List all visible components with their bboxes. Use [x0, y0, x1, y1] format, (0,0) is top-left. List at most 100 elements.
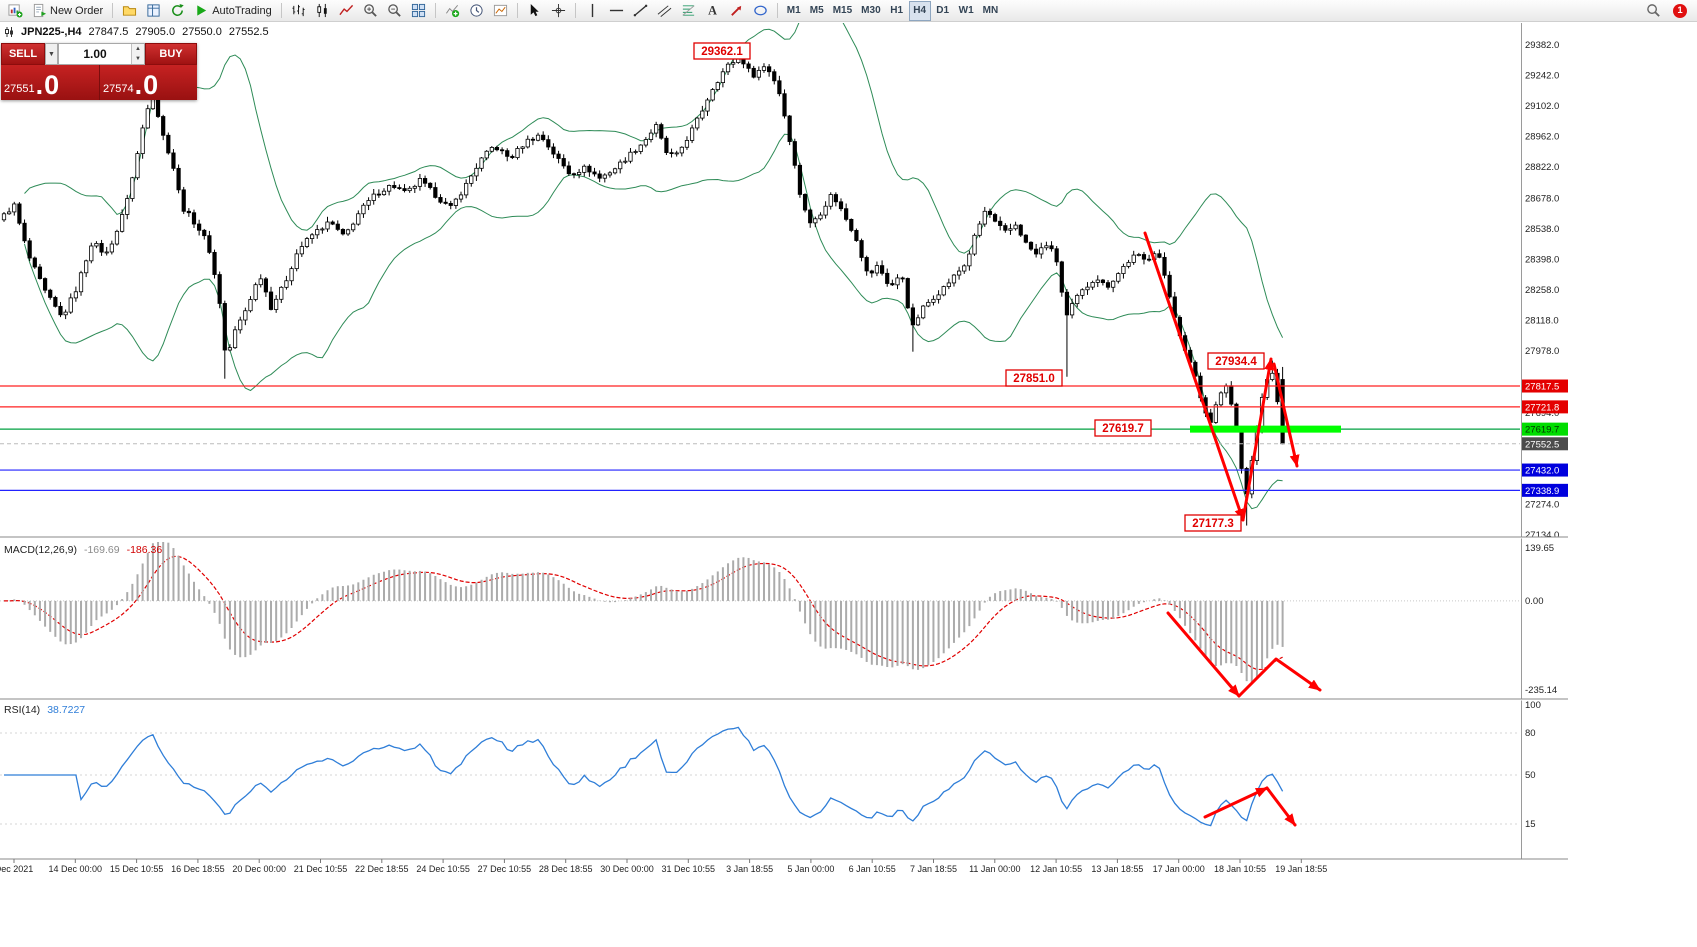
search-button[interactable] — [1642, 1, 1665, 21]
buy-price-display[interactable]: 27574 .0 — [99, 65, 197, 100]
timeframe-h4-button[interactable]: H4 — [908, 0, 931, 21]
crosshair-icon — [551, 3, 565, 18]
macd-scale-tick: 0.00 — [1525, 596, 1544, 607]
tile-windows-button[interactable] — [407, 1, 430, 21]
autotrading-label: AutoTrading — [212, 4, 272, 17]
sell-price-display[interactable]: 27551 .0 — [1, 65, 99, 100]
refresh-icon — [172, 3, 184, 16]
bollinger-upper-band — [24, 23, 1284, 338]
time-axis-label: 13 Jan 18:55 — [1091, 864, 1143, 874]
svg-text:27432.0: 27432.0 — [1525, 466, 1559, 477]
price-label-box[interactable] — [1207, 352, 1265, 370]
profiles-button[interactable] — [118, 1, 141, 21]
notification-badge[interactable]: 1 — [1673, 3, 1687, 18]
timeframe-m5-button[interactable]: M5 — [806, 1, 828, 21]
time-axis-label: 21 Dec 10:55 — [294, 864, 348, 874]
volume-increase-button[interactable]: ▲ — [132, 44, 144, 54]
shapes-button[interactable] — [749, 1, 772, 21]
svg-text:27619.7: 27619.7 — [1525, 425, 1559, 436]
trend-arrow-main[interactable] — [1272, 362, 1300, 468]
ohlc-close: 27552.5 — [228, 26, 269, 38]
level-price-tag — [1522, 400, 1568, 414]
zoom-out-button[interactable] — [383, 1, 406, 21]
timeframe-m15-button[interactable]: M15 — [829, 1, 856, 21]
zoom-in-button[interactable] — [359, 1, 382, 21]
price-scale-tick: 28538.0 — [1525, 224, 1559, 235]
cursor-button[interactable] — [523, 1, 546, 21]
new-order-button[interactable]: New Order — [28, 1, 107, 21]
bar-chart-button[interactable] — [287, 1, 310, 21]
pane-separators — [0, 536, 1568, 860]
volume-field[interactable]: 1.00 ▲ ▼ — [58, 43, 145, 65]
timeframe-h1-button[interactable]: H1 — [886, 1, 908, 21]
volume-decrease-button[interactable]: ▼ — [132, 54, 144, 64]
channel-button[interactable] — [653, 1, 676, 21]
sell-price-main: 27551 — [4, 83, 35, 95]
time-axis-label: 7 Jan 18:55 — [910, 864, 957, 874]
timeframe-m1-button[interactable]: M1 — [783, 1, 805, 21]
market-watch-button[interactable] — [142, 1, 165, 21]
toolbar-separator — [112, 3, 114, 18]
trend-arrow-rsi[interactable] — [1203, 786, 1269, 819]
annotation-price-labels[interactable]: 29362.1 27934.4 27851.0 27619.7 27177.3 — [693, 42, 1265, 532]
price-label-box[interactable] — [1184, 514, 1242, 532]
text-tool-button[interactable]: A — [701, 1, 724, 21]
price-scale-tick: 27978.0 — [1525, 346, 1559, 357]
bollinger-lower-band — [24, 133, 1283, 510]
time-axis-label: 22 Dec 18:55 — [355, 864, 409, 874]
timeframe-m30-button[interactable]: M30 — [857, 1, 884, 21]
timeframe-mn-button[interactable]: MN — [979, 1, 1003, 21]
sell-price-fraction: .0 — [35, 70, 61, 100]
autotrading-button[interactable]: AutoTrading — [190, 1, 276, 21]
chart-window: MACD(12,26,9) -169.69 -186.36 RSI(14) 38.722… — [0, 23, 1568, 876]
horizontal-line-button[interactable] — [605, 1, 628, 21]
macd-scale-tick: 139.65 — [1525, 543, 1554, 554]
trend-arrows[interactable] — [1143, 231, 1322, 827]
vertical-line-button[interactable] — [581, 1, 604, 21]
profiles-icon — [123, 6, 137, 16]
timeframe-d1-button[interactable]: D1 — [932, 1, 954, 21]
market-watch-icon — [147, 4, 160, 17]
price-scale-tick: 28398.0 — [1525, 254, 1559, 265]
refresh-button[interactable] — [166, 1, 189, 21]
trendline-button[interactable] — [629, 1, 652, 21]
crosshair-button[interactable] — [547, 1, 570, 21]
macd-histogram — [8, 542, 1284, 683]
trend-arrow-macd[interactable] — [1166, 611, 1241, 698]
price-label-box[interactable] — [1094, 419, 1152, 437]
new-chart-button[interactable] — [4, 1, 27, 21]
time-axis-label: 15 Dec 10:55 — [110, 864, 164, 874]
timeframe-w1-button[interactable]: W1 — [955, 1, 978, 21]
trend-arrow-macd[interactable] — [1237, 657, 1322, 698]
macd-signal-line — [4, 555, 1283, 671]
line-chart-icon — [339, 4, 353, 16]
trend-arrow-main[interactable] — [1143, 231, 1245, 522]
sell-button[interactable]: SELL — [1, 43, 45, 65]
fibonacci-button[interactable] — [677, 1, 700, 21]
price-label-box[interactable] — [693, 42, 751, 60]
chart-symbol-icon — [5, 27, 13, 37]
price-scale-tick: 28678.0 — [1525, 193, 1559, 204]
trend-arrow-rsi[interactable] — [1265, 786, 1297, 827]
buy-button[interactable]: BUY — [145, 43, 197, 65]
templates-button[interactable] — [489, 1, 512, 21]
fibonacci-icon — [682, 5, 695, 16]
text-icon: A — [708, 4, 717, 18]
time-axis-label: Dec 2021 — [0, 864, 33, 874]
trade-options-dropdown[interactable]: ▼ — [45, 43, 58, 65]
candlesticks — [1, 49, 1285, 526]
price-scale-tick: 27134.0 — [1525, 530, 1559, 541]
price-label-box[interactable] — [1005, 369, 1063, 387]
support-highlight-segment[interactable] — [1190, 425, 1341, 433]
periods-button[interactable] — [465, 1, 488, 21]
line-chart-button[interactable] — [335, 1, 358, 21]
price-scale-tick: 27694.0 — [1525, 408, 1559, 419]
macd-label: MACD(12,26,9) -169.69 -186.36 — [4, 544, 162, 556]
volume-value[interactable]: 1.00 — [83, 47, 107, 61]
indicators-button[interactable] — [441, 1, 464, 21]
candlestick-chart-button[interactable] — [311, 1, 334, 21]
zoom-out-icon — [387, 4, 401, 17]
trend-arrow-main[interactable] — [1241, 357, 1275, 522]
arrow-objects-button[interactable] — [725, 1, 748, 21]
